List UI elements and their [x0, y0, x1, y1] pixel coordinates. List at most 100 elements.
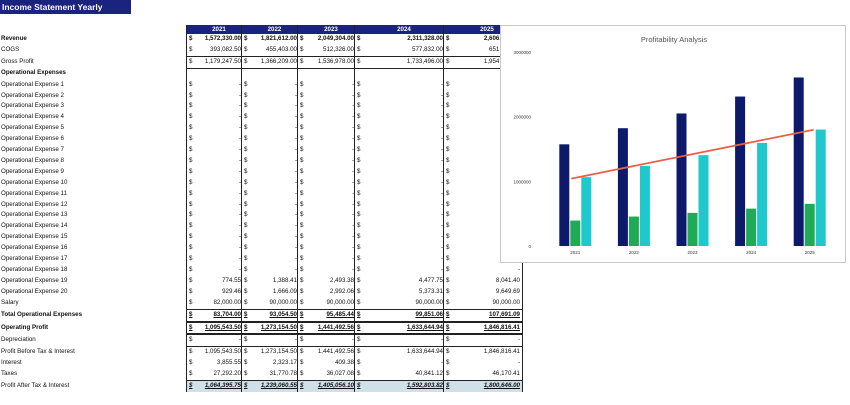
- currency-symbol: $: [443, 254, 454, 266]
- currency-symbol: $: [443, 123, 454, 135]
- statement-row: Operational Expense 8$-$-$-$-$-: [0, 155, 523, 167]
- row-label: Operational Expense 10: [1, 178, 68, 186]
- cell-value: 2,323.17: [272, 359, 297, 367]
- bar-series-1[interactable]: [735, 96, 746, 247]
- currency-symbol: $: [297, 177, 308, 189]
- cell-value: 577,832.00: [412, 45, 443, 53]
- bar-series-2[interactable]: [804, 203, 815, 246]
- currency-symbol: $: [297, 297, 308, 310]
- cell-value: -: [294, 255, 297, 263]
- currency-symbol: $: [241, 380, 252, 392]
- cell-value: 2,992.06: [329, 287, 354, 295]
- cell-value: -: [351, 266, 354, 274]
- statement-row: Operational Expense 2$-$-$-$-$-: [0, 90, 523, 102]
- cell-value: 31,770.78: [269, 370, 297, 378]
- cell-value: -: [351, 113, 354, 121]
- cell-value: -: [238, 135, 241, 143]
- cell-value: 1,239,060.55: [252, 380, 298, 392]
- currency-symbol: $: [241, 123, 252, 135]
- bar-series-3[interactable]: [581, 177, 592, 246]
- cell-value: 1,846,816.41: [454, 346, 523, 359]
- currency-symbol: $: [443, 44, 454, 57]
- row-label: Operational Expense 9: [1, 167, 64, 175]
- cell-value: -: [440, 211, 443, 219]
- currency-symbol: $: [354, 166, 365, 178]
- currency-symbol: $: [297, 334, 308, 347]
- currency-symbol: $: [443, 321, 454, 336]
- currency-symbol: $: [443, 275, 454, 287]
- currency-symbol: $: [241, 145, 252, 156]
- cell-value: -: [294, 336, 297, 344]
- bar-series-2[interactable]: [570, 220, 581, 246]
- cell-value: -: [351, 233, 354, 241]
- currency-symbol: $: [443, 346, 454, 359]
- cell-value: -: [238, 91, 241, 99]
- row-label: Operational Expense 18: [1, 266, 68, 274]
- cell-value: 99,851.06: [365, 308, 444, 323]
- cell-value: 95,485.44: [308, 308, 355, 323]
- bar-series-2[interactable]: [628, 216, 639, 246]
- currency-symbol: $: [354, 210, 365, 222]
- cell-value: 90,000.00: [415, 298, 443, 306]
- cell-value: 93,054.50: [252, 308, 298, 323]
- cell-value: 774.55: [222, 276, 241, 284]
- currency-symbol: $: [186, 265, 197, 276]
- cell-value: 409.38: [335, 359, 354, 367]
- bar-series-3[interactable]: [815, 129, 826, 246]
- bar-series-1[interactable]: [793, 77, 804, 246]
- cell-value: -: [238, 102, 241, 110]
- currency-symbol: $: [354, 275, 365, 287]
- currency-symbol: $: [186, 358, 197, 370]
- currency-symbol: $: [297, 221, 308, 233]
- currency-symbol: $: [354, 90, 365, 102]
- cell-value: -: [238, 255, 241, 263]
- row-label: Operational Expense 16: [1, 244, 68, 252]
- bar-series-1[interactable]: [559, 144, 570, 246]
- profitability-chart[interactable]: Profitability Analysis 0 1000000 2000000 30…: [500, 25, 846, 263]
- cell-value: -: [294, 233, 297, 241]
- currency-symbol: $: [354, 34, 365, 45]
- bar-series-3[interactable]: [698, 155, 709, 246]
- year-header: 2021: [197, 25, 242, 34]
- currency-symbol: $: [297, 79, 308, 91]
- currency-symbol: $: [443, 297, 454, 310]
- currency-symbol: $: [241, 232, 252, 244]
- row-label: Interest: [1, 359, 22, 367]
- currency-symbol: $: [241, 166, 252, 178]
- currency-symbol: $: [186, 232, 197, 244]
- currency-symbol: $: [241, 254, 252, 266]
- year-header: 2024: [365, 25, 444, 34]
- currency-symbol: $: [443, 177, 454, 189]
- bar-series-1[interactable]: [676, 113, 687, 247]
- currency-symbol: $: [354, 123, 365, 135]
- cell-value: 1,366,209.00: [252, 55, 298, 69]
- cell-value: 4,477.75: [418, 276, 443, 284]
- cell-value: -: [351, 156, 354, 164]
- currency-symbol: $: [443, 199, 454, 211]
- trendline: [571, 128, 814, 180]
- row-label: Total Operational Expenses: [1, 310, 83, 318]
- bar-series-2[interactable]: [746, 208, 757, 246]
- currency-symbol: $: [241, 334, 252, 347]
- bar-series-2[interactable]: [687, 212, 698, 246]
- row-label: Operational Expense 14: [1, 222, 68, 230]
- cell-value: -: [238, 336, 241, 344]
- cell-value: 82,000.00: [213, 298, 241, 306]
- statement-row: Operational Expense 6$-$-$-$-$-: [0, 134, 523, 146]
- cell-value: -: [238, 178, 241, 186]
- currency-symbol: $: [241, 55, 252, 69]
- cell-value: -: [454, 334, 523, 347]
- income-statement-table: 2021 2022 2023 2024 2025 Revenue $1,572,330.00…: [0, 25, 523, 392]
- statement-row: Operational Expense 17$-$-$-$-$-: [0, 254, 523, 266]
- cell-value: -: [454, 358, 523, 370]
- cell-value: 40,841.12: [415, 370, 443, 378]
- bar-series-1[interactable]: [617, 128, 628, 246]
- currency-symbol: $: [186, 380, 197, 392]
- currency-symbol: $: [241, 275, 252, 287]
- currency-symbol: $: [241, 297, 252, 310]
- statement-row: Operational Expense 9$-$-$-$-$-: [0, 166, 523, 178]
- bar-series-3[interactable]: [757, 142, 768, 246]
- cell-value: -: [351, 178, 354, 186]
- currency-symbol: $: [354, 286, 365, 298]
- bar-series-3[interactable]: [639, 165, 650, 246]
